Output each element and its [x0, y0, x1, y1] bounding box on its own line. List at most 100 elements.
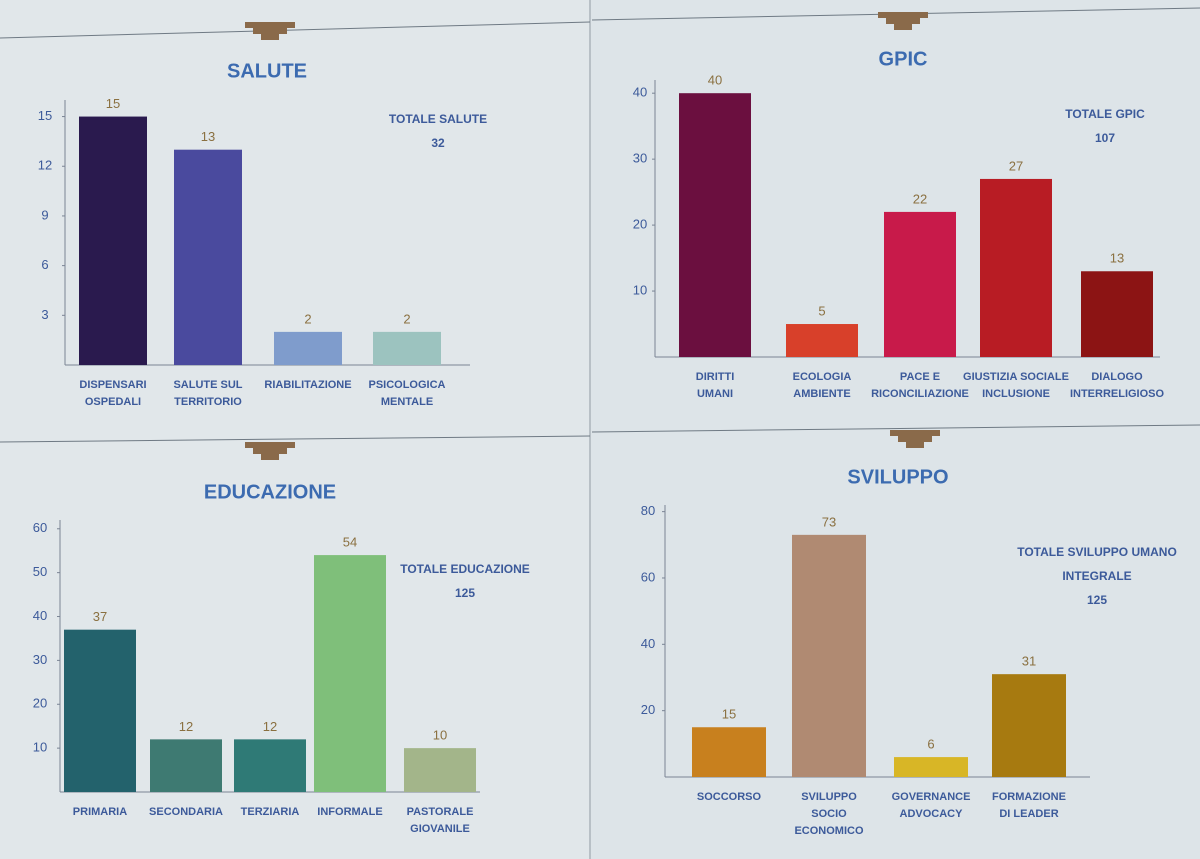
value-label: 15	[722, 707, 736, 722]
y-tick-label: 20	[633, 217, 647, 232]
ornaments	[245, 12, 940, 460]
bar	[404, 748, 476, 792]
x-tick-label: SALUTE SUL	[173, 379, 242, 391]
y-tick-label: 40	[641, 636, 655, 651]
x-tick-label: ECONOMICO	[794, 825, 864, 837]
value-label: 13	[1110, 251, 1124, 266]
annotation: 107	[1095, 131, 1115, 145]
annotation: 125	[1087, 593, 1107, 607]
y-tick-label: 80	[641, 503, 655, 518]
bar	[679, 93, 751, 357]
value-label: 22	[913, 191, 927, 206]
x-tick-label: GOVERNANCE	[892, 791, 971, 803]
annotation: INTEGRALE	[1062, 569, 1131, 583]
bar	[373, 331, 441, 365]
value-label: 5	[818, 303, 825, 318]
x-tick-label: SECONDARIA	[149, 806, 223, 818]
x-tick-label: DI LEADER	[999, 808, 1058, 820]
bar	[980, 178, 1052, 357]
chart-title: EDUCAZIONE	[204, 481, 336, 503]
value-label: 12	[179, 719, 193, 734]
x-tick-label: FORMAZIONE	[992, 791, 1066, 803]
x-tick-label: ECOLOGIA	[793, 371, 852, 383]
annotation: 32	[431, 136, 445, 150]
bar	[79, 116, 147, 365]
bar	[234, 739, 306, 792]
x-tick-label: SOCCORSO	[697, 791, 762, 803]
bar-chart: SALUTE 3 6 9 12 15 TOTALE SALUTE 32 15 DISPENSARI…	[38, 60, 487, 408]
value-label: 12	[263, 719, 277, 734]
value-label: 10	[433, 728, 447, 743]
x-tick-label: GIOVANILE	[410, 823, 470, 835]
y-tick-label: 10	[633, 282, 647, 297]
value-label: 27	[1009, 158, 1023, 173]
divider	[591, 424, 1200, 433]
x-tick-label: DISPENSARI	[79, 379, 146, 391]
y-tick-label: 10	[33, 740, 47, 755]
bar	[64, 629, 136, 792]
annotation: TOTALE GPIC	[1065, 107, 1145, 121]
bar-chart: EDUCAZIONE 10 20 30 40 50 60 TOTALE EDUCAZIONE 1…	[33, 481, 530, 835]
x-tick-label: PSICOLOGICA	[368, 379, 445, 391]
y-tick-label: 60	[33, 520, 47, 535]
value-label: 54	[343, 535, 357, 550]
x-tick-label: MENTALE	[381, 396, 433, 408]
x-tick-label: GIUSTIZIA SOCIALE	[963, 371, 1069, 383]
x-tick-label: TERRITORIO	[174, 396, 242, 408]
y-tick-label: 6	[41, 257, 48, 272]
x-tick-label: ADVOCACY	[900, 808, 964, 820]
value-label: 15	[106, 96, 120, 111]
y-tick-label: 3	[41, 307, 48, 322]
value-label: 6	[927, 737, 934, 752]
value-label: 37	[93, 609, 107, 624]
bar	[992, 674, 1066, 777]
x-tick-label: AMBIENTE	[793, 388, 850, 400]
x-tick-label: PACE E	[900, 371, 940, 383]
value-label: 13	[201, 129, 215, 144]
x-tick-label: DIALOGO	[1091, 371, 1143, 383]
ornament	[878, 12, 928, 30]
bar	[894, 757, 968, 777]
bar	[884, 211, 956, 357]
y-tick-label: 20	[33, 696, 47, 711]
y-tick-label: 50	[33, 564, 47, 579]
bar	[792, 534, 866, 777]
divider	[0, 435, 591, 443]
chart-title: SALUTE	[227, 60, 307, 82]
chart-title: SVILUPPO	[847, 466, 948, 488]
bar	[150, 739, 222, 792]
bar	[174, 149, 242, 365]
divider	[0, 21, 591, 39]
x-tick-label: INTERRELIGIOSO	[1070, 388, 1165, 400]
y-tick-label: 30	[33, 652, 47, 667]
bar	[692, 727, 766, 777]
ornament	[245, 442, 295, 460]
y-tick-label: 60	[641, 569, 655, 584]
x-tick-label: TERZIARIA	[241, 806, 300, 818]
x-tick-label: PASTORALE	[407, 806, 474, 818]
annotation: TOTALE EDUCAZIONE	[400, 562, 530, 576]
bar	[786, 324, 858, 357]
chart-title: GPIC	[879, 48, 928, 70]
x-tick-label: OSPEDALI	[85, 396, 141, 408]
x-tick-label: SVILUPPO	[801, 791, 857, 803]
x-tick-label: INCLUSIONE	[982, 388, 1050, 400]
value-label: 73	[822, 514, 836, 529]
charts: SALUTE 3 6 9 12 15 TOTALE SALUTE 32 15 DISPENSARI…	[33, 48, 1177, 837]
x-tick-label: UMANI	[697, 388, 733, 400]
value-label: 40	[708, 73, 722, 88]
y-tick-label: 20	[641, 702, 655, 717]
value-label: 2	[304, 311, 311, 326]
x-tick-label: SOCIO	[811, 808, 847, 820]
y-tick-label: 12	[38, 158, 52, 173]
y-tick-label: 15	[38, 108, 52, 123]
bar-chart: GPIC 10 20 30 40 TOTALE GPIC 107 40 DIRITTI UMANI…	[633, 48, 1165, 400]
bar-chart: SVILUPPO 20 40 60 80 TOTALE SVILUPPO UMANO INT…	[641, 466, 1177, 837]
value-label: 31	[1022, 654, 1036, 669]
annotation: TOTALE SVILUPPO UMANO	[1017, 545, 1177, 559]
x-tick-label: INFORMALE	[317, 806, 382, 818]
ornament	[245, 22, 295, 40]
bar	[1081, 271, 1153, 357]
x-tick-label: RICONCILIAZIONE	[871, 388, 969, 400]
